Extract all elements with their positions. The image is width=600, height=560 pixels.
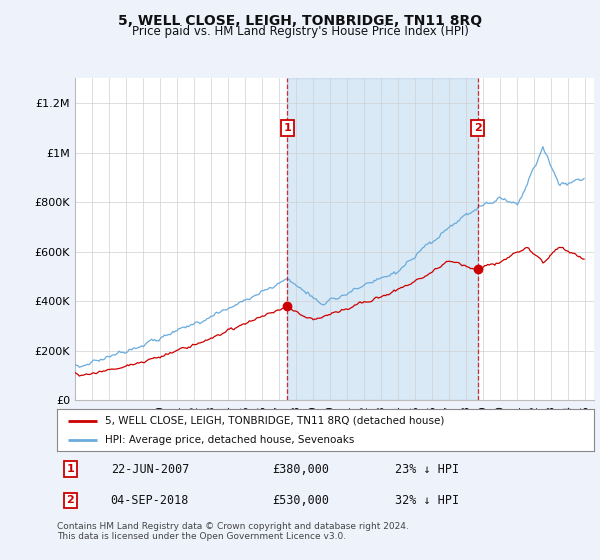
Text: 2: 2 [67,496,74,506]
Bar [287,78,478,400]
Text: £530,000: £530,000 [272,494,329,507]
Text: Price paid vs. HM Land Registry's House Price Index (HPI): Price paid vs. HM Land Registry's House … [131,25,469,38]
Text: 23% ↓ HPI: 23% ↓ HPI [395,463,460,475]
Text: 22-JUN-2007: 22-JUN-2007 [111,463,189,475]
Text: 1: 1 [67,464,74,474]
Text: 5, WELL CLOSE, LEIGH, TONBRIDGE, TN11 8RQ (detached house): 5, WELL CLOSE, LEIGH, TONBRIDGE, TN11 8R… [106,416,445,426]
Text: 32% ↓ HPI: 32% ↓ HPI [395,494,460,507]
Text: 5, WELL CLOSE, LEIGH, TONBRIDGE, TN11 8RQ: 5, WELL CLOSE, LEIGH, TONBRIDGE, TN11 8R… [118,14,482,28]
Text: 1: 1 [283,123,291,133]
Text: £380,000: £380,000 [272,463,329,475]
Text: 2: 2 [474,123,482,133]
Text: Contains HM Land Registry data © Crown copyright and database right 2024.
This d: Contains HM Land Registry data © Crown c… [57,522,409,542]
Text: 04-SEP-2018: 04-SEP-2018 [111,494,189,507]
Text: HPI: Average price, detached house, Sevenoaks: HPI: Average price, detached house, Seve… [106,435,355,445]
